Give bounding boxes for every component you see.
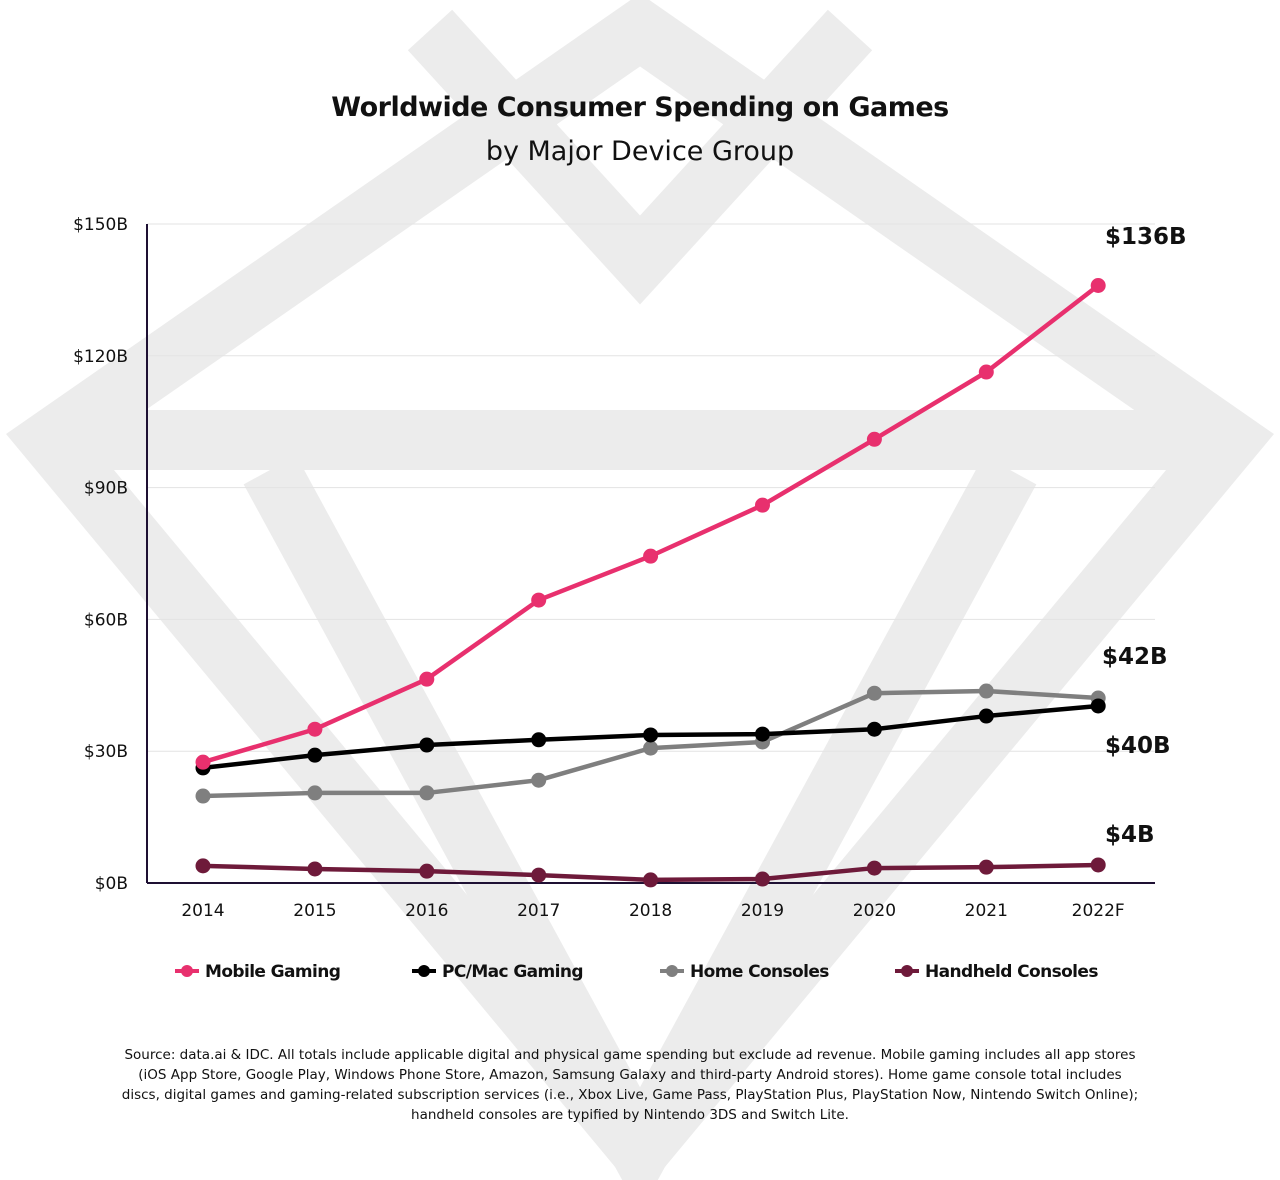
data-point: [419, 737, 435, 753]
data-point: [419, 671, 435, 687]
legend-marker: [181, 965, 193, 977]
data-point: [195, 788, 211, 804]
data-point: [419, 785, 435, 801]
data-point: [866, 721, 882, 737]
legend-item: PC/Mac Gaming: [412, 962, 584, 982]
end-value-label: $40B: [1105, 733, 1171, 759]
legend-marker: [418, 965, 430, 977]
x-tick-label: 2018: [629, 901, 672, 921]
chart-title: Worldwide Consumer Spending on Games: [331, 92, 949, 123]
y-tick-label: $60B: [84, 610, 128, 630]
data-point: [531, 772, 547, 788]
data-point: [307, 721, 323, 737]
end-value-label: $136B: [1105, 224, 1187, 250]
data-point: [307, 747, 323, 763]
legend-item: Handheld Consoles: [895, 962, 1099, 982]
x-tick-label: 2022F: [1072, 901, 1125, 921]
data-point: [195, 754, 211, 770]
x-tick-label: 2016: [405, 901, 448, 921]
legend-label: PC/Mac Gaming: [442, 962, 583, 982]
data-point: [307, 785, 323, 801]
data-point: [531, 592, 547, 608]
source-note: Source: data.ai & IDC. All totals includ…: [121, 1047, 1139, 1123]
data-point: [755, 871, 770, 887]
data-point: [755, 726, 770, 742]
legend-marker: [901, 965, 913, 977]
series-mobile-gaming: [195, 278, 1106, 770]
x-tick-label: 2019: [741, 901, 784, 921]
x-tick-label: 2020: [853, 901, 896, 921]
legend-item: Home Consoles: [660, 962, 830, 982]
y-tick-label: $30B: [84, 742, 128, 762]
data-point: [419, 863, 435, 879]
data-point: [1090, 698, 1106, 714]
data-point: [643, 872, 659, 888]
x-tick-label: 2015: [293, 901, 336, 921]
data-point: [866, 431, 882, 447]
y-tick-label: $120B: [73, 347, 128, 367]
data-point: [978, 708, 994, 724]
watermark-logo: [6, 0, 1274, 1180]
legend-label: Handheld Consoles: [925, 962, 1098, 982]
x-tick-label: 2014: [181, 901, 224, 921]
data-point: [531, 732, 547, 748]
y-tick-label: $0B: [95, 874, 128, 894]
x-tick-label: 2021: [965, 901, 1008, 921]
data-point: [978, 683, 994, 699]
data-point: [866, 685, 882, 701]
data-point: [755, 497, 770, 513]
data-point: [1090, 278, 1106, 294]
end-value-label: $42B: [1102, 644, 1168, 670]
data-point: [643, 548, 659, 564]
data-point: [866, 860, 882, 876]
y-tick-label: $150B: [73, 215, 128, 235]
data-point: [195, 858, 211, 874]
data-point: [643, 740, 659, 756]
series-handheld-consoles: [195, 857, 1106, 888]
x-tick-label: 2017: [517, 901, 560, 921]
legend-item: Mobile Gaming: [175, 962, 341, 982]
data-point: [307, 861, 323, 877]
end-value-label: $4B: [1105, 822, 1155, 848]
data-point: [643, 727, 659, 743]
chart-subtitle: by Major Device Group: [485, 136, 795, 167]
legend-label: Mobile Gaming: [205, 962, 340, 982]
data-point: [531, 867, 547, 883]
legend-marker: [666, 965, 678, 977]
data-point: [1090, 857, 1106, 873]
y-tick-label: $90B: [84, 479, 128, 499]
data-point: [978, 859, 994, 875]
data-point: [978, 364, 994, 380]
legend-label: Home Consoles: [690, 962, 829, 982]
